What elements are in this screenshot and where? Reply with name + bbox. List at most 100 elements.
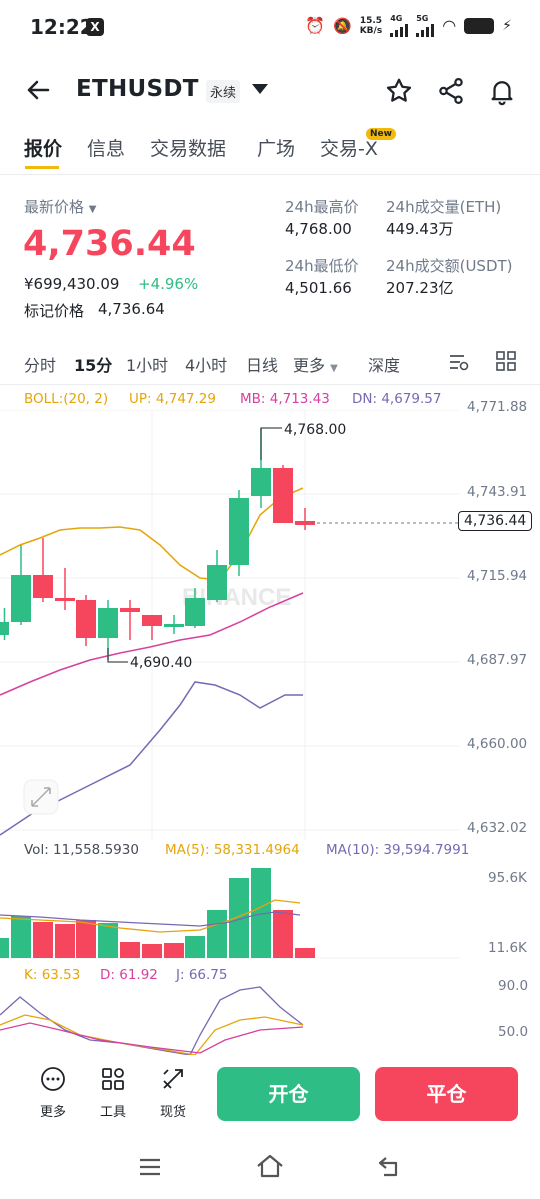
high-24h: 4,768.00 [285, 220, 352, 238]
axis-label: 4,771.88 [467, 399, 528, 415]
charging-icon: ⚡ [502, 17, 512, 34]
volume-bar [98, 923, 118, 958]
candle-body [76, 600, 96, 638]
spot-button[interactable]: 现货 [143, 1066, 203, 1120]
axis-label: 4,715.94 [467, 568, 528, 584]
volume-bar [76, 920, 96, 958]
more-button[interactable]: 更多 [23, 1066, 83, 1120]
candle-body [164, 624, 184, 627]
volume-bar [11, 916, 31, 958]
expand-chart-icon[interactable] [23, 779, 59, 815]
boll-up: UP: 4,747.29 [129, 391, 216, 407]
candles [0, 428, 315, 660]
turnover-24h: 207.23亿 [386, 279, 454, 297]
volume-bar [0, 938, 9, 958]
volume-bar [185, 936, 205, 958]
high-marker: 4,768.00 [260, 422, 346, 460]
candle-body [55, 598, 75, 601]
back-arrow-icon[interactable] [24, 76, 52, 111]
cny-price: ¥699,430.09 [24, 275, 120, 293]
mark-price: 4,736.64 [98, 300, 165, 318]
kdj-chart [0, 986, 304, 1055]
candle-body [120, 608, 140, 612]
turnover-24h-label: 24h成交额(USDT) [386, 257, 513, 275]
boll-lower-line [0, 681, 303, 836]
star-icon[interactable] [384, 76, 414, 106]
axis-label: 4,687.97 [467, 652, 528, 668]
chart-settings-icon[interactable] [447, 350, 471, 378]
volume-bar [273, 910, 293, 958]
menu-icon[interactable] [138, 1156, 162, 1182]
volume-bar [120, 942, 140, 958]
x-app-icon: X [86, 18, 104, 36]
wifi-icon: ◠ [442, 16, 457, 35]
candle-body [98, 608, 118, 638]
volume-label: Vol: 11,558.5930 [24, 842, 139, 858]
price-change-percent: +4.96% [138, 275, 199, 293]
close-position-button[interactable]: 平仓 [375, 1067, 518, 1121]
low-marker: 4,690.40 [107, 648, 192, 671]
volume-bars [0, 868, 315, 958]
last-price-label[interactable]: 最新价格 ▼ [24, 198, 97, 216]
axis-label: 4,743.91 [467, 484, 528, 500]
symbol-dropdown-icon[interactable] [252, 84, 268, 94]
signal-4g-icon: 4G [390, 14, 409, 37]
high-24h-label: 24h最高价 [285, 198, 359, 216]
bell-icon[interactable] [487, 76, 517, 106]
interval-time[interactable]: 分时 [24, 356, 57, 375]
interval-1h[interactable]: 1小时 [126, 356, 169, 375]
tab-quote[interactable]: 报价 [24, 138, 63, 160]
tab-info[interactable]: 信息 [87, 138, 126, 160]
battery-icon [464, 17, 495, 34]
candle-body [33, 575, 53, 598]
volume-axis-bottom: 11.6K [488, 940, 527, 956]
back-nav-icon[interactable] [376, 1154, 404, 1184]
kdj-k: K: 63.53 [24, 967, 81, 983]
divider [0, 174, 540, 175]
boll-mb: MB: 4,713.43 [240, 391, 330, 407]
low-24h: 4,501.66 [285, 279, 352, 297]
spot-swap-icon [143, 1066, 203, 1101]
candle-body [251, 468, 271, 496]
candle-body [229, 498, 249, 565]
clock: 12:22 [30, 15, 94, 39]
tools-button[interactable]: 工具 [83, 1066, 143, 1120]
volume-bar [207, 910, 227, 958]
volume-ma10: MA(10): 39,594.7991 [326, 842, 470, 858]
symbol-title[interactable]: ETHUSDT [76, 76, 199, 102]
candle-body [0, 622, 9, 635]
interval-15m[interactable]: 15分 [74, 356, 113, 375]
share-icon[interactable] [436, 76, 466, 106]
svg-text:4,768.00: 4,768.00 [284, 422, 346, 438]
signal-5g-icon: 5G [416, 14, 435, 37]
candle-body [273, 468, 293, 523]
kdj-axis-top: 90.0 [498, 978, 529, 994]
candle-body [207, 565, 227, 600]
divider [0, 384, 540, 385]
kdj-j: J: 66.75 [176, 967, 228, 983]
more-dots-icon [23, 1066, 83, 1101]
boll-dn: DN: 4,679.57 [352, 391, 442, 407]
home-icon[interactable] [255, 1152, 285, 1184]
tab-trading-data[interactable]: 交易数据 [150, 138, 227, 160]
open-position-button[interactable]: 开仓 [217, 1067, 360, 1121]
boll-label: BOLL:(20, 2) [24, 391, 109, 407]
candle-body [11, 575, 31, 622]
status-bar: 12:22 X ⏰ 🔕 15.5 KB/s 4G 5G ◠ ⚡ [0, 0, 540, 58]
tab-trade-x[interactable]: 交易-X [320, 138, 378, 160]
boll-middle-line [0, 592, 304, 696]
interval-more[interactable]: 更多 ▼ [293, 356, 338, 375]
tab-square[interactable]: 广场 [257, 138, 296, 160]
volume-bar [33, 922, 53, 958]
interval-daily[interactable]: 日线 [246, 356, 279, 375]
grid-layout-icon[interactable] [495, 350, 517, 376]
depth-tab[interactable]: 深度 [368, 356, 401, 375]
volume-bar [295, 948, 315, 958]
system-nav-bar [0, 1138, 540, 1199]
candle-body [142, 615, 162, 626]
low-24h-label: 24h最低价 [285, 257, 359, 275]
candlestick-chart[interactable]: BINANCE 4,768.00 4,690.40 [0, 410, 540, 840]
volume-chart [0, 868, 460, 959]
volume-bar [251, 868, 271, 958]
interval-4h[interactable]: 4小时 [185, 356, 228, 375]
